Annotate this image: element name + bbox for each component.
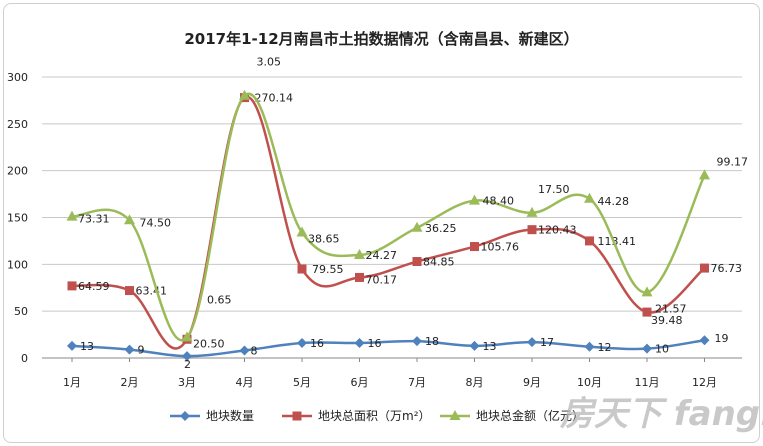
data-label: 2	[184, 358, 191, 371]
data-label: 13	[483, 340, 497, 353]
watermark-logo: 房天下 fang.com	[559, 394, 763, 434]
data-label: 270.14	[255, 92, 294, 105]
data-label: 79.55	[312, 263, 344, 276]
data-point	[182, 351, 192, 362]
data-point	[699, 169, 710, 180]
y-tick-label: 50	[14, 305, 28, 318]
data-label: 13	[80, 340, 94, 353]
data-label: 0.65	[207, 293, 232, 306]
data-label: 74.50	[140, 216, 172, 229]
data-label: 17	[540, 336, 554, 349]
data-label: 99.17	[717, 155, 749, 168]
data-label: 84.85	[423, 256, 455, 269]
data-point	[642, 343, 652, 354]
data-point	[584, 341, 595, 352]
legend-marker	[292, 411, 302, 421]
x-tick-label: 2月	[121, 376, 139, 389]
x-tick-label: 9月	[523, 376, 541, 389]
data-label: 10	[655, 343, 669, 356]
data-point	[527, 337, 537, 348]
x-tick-label: 8月	[466, 376, 484, 389]
data-label: 8	[251, 345, 258, 358]
data-label: 36.25	[425, 222, 457, 235]
legend-label: 地块总面积（万m²）	[318, 409, 431, 423]
series-line	[71, 338, 705, 358]
x-tick-label: 1月	[63, 376, 81, 389]
data-point	[411, 221, 423, 232]
legend-label: 地块总金额（亿元）	[476, 408, 584, 423]
data-label: 24.27	[366, 249, 398, 262]
data-point	[296, 226, 308, 237]
x-tick-label: 4月	[236, 376, 254, 389]
data-point	[699, 335, 710, 346]
data-point	[67, 281, 77, 291]
data-point	[297, 338, 307, 349]
data-point	[239, 345, 250, 356]
y-tick-label: 100	[7, 258, 28, 271]
data-label: 39.48	[651, 314, 683, 327]
data-label: 44.28	[598, 195, 630, 208]
data-point	[124, 344, 135, 355]
data-point	[469, 194, 480, 205]
data-label: 64.59	[78, 280, 110, 293]
data-point	[526, 206, 538, 217]
chart-title: 2017年1-12月南昌市土拍数据情况（含南昌县、新建区）	[184, 30, 579, 48]
data-point	[354, 248, 365, 259]
data-point	[470, 242, 479, 252]
x-tick-label: 7月	[408, 376, 426, 389]
data-label: 12	[598, 341, 612, 354]
y-tick-label: 200	[7, 165, 28, 178]
data-point	[125, 286, 134, 296]
x-tick-label: 10月	[577, 376, 602, 389]
legend-marker	[449, 410, 461, 420]
data-point	[124, 214, 135, 225]
data-point	[297, 264, 307, 274]
data-label: 120.43	[538, 224, 577, 237]
data-label: 105.76	[481, 241, 520, 254]
data-point	[641, 286, 653, 297]
data-point	[181, 331, 193, 342]
x-tick-label: 6月	[351, 376, 369, 389]
legend-marker	[180, 411, 190, 421]
data-label: 16	[310, 337, 324, 350]
data-label: 38.65	[308, 232, 340, 245]
data-label: 76.73	[711, 262, 743, 275]
x-tick-label: 12月	[692, 376, 717, 389]
data-label: 113.41	[598, 235, 637, 248]
data-point	[412, 336, 422, 347]
data-point	[412, 257, 422, 267]
data-point	[355, 272, 364, 282]
data-point	[66, 210, 78, 221]
data-point	[527, 225, 537, 235]
x-tick-label: 11月	[635, 376, 660, 389]
data-label: 63.41	[136, 285, 168, 298]
data-label: 48.40	[483, 195, 515, 208]
data-label: 73.31	[78, 213, 110, 226]
data-label: 16	[368, 337, 382, 350]
data-label: 19	[715, 332, 729, 345]
data-point	[469, 340, 480, 351]
data-point	[700, 263, 709, 273]
x-tick-label: 3月	[178, 376, 196, 389]
data-label: 70.17	[366, 273, 398, 286]
data-label: 21.57	[655, 302, 687, 315]
data-label: 17.50	[538, 183, 570, 196]
data-label: 3.05	[257, 56, 282, 69]
y-tick-label: 0	[21, 352, 28, 365]
data-point	[239, 89, 250, 100]
data-label: 18	[425, 335, 439, 348]
y-tick-label: 250	[7, 118, 28, 131]
data-label: 9	[138, 344, 145, 357]
x-tick-label: 5月	[293, 376, 311, 389]
data-label: 20.50	[193, 337, 225, 350]
data-point	[354, 338, 365, 349]
data-point	[584, 192, 595, 203]
data-point	[585, 236, 594, 246]
data-point	[67, 340, 77, 351]
legend-label: 地块数量	[206, 408, 254, 423]
y-tick-label: 150	[7, 212, 28, 225]
y-tick-label: 300	[7, 71, 28, 84]
data-point	[642, 307, 652, 317]
